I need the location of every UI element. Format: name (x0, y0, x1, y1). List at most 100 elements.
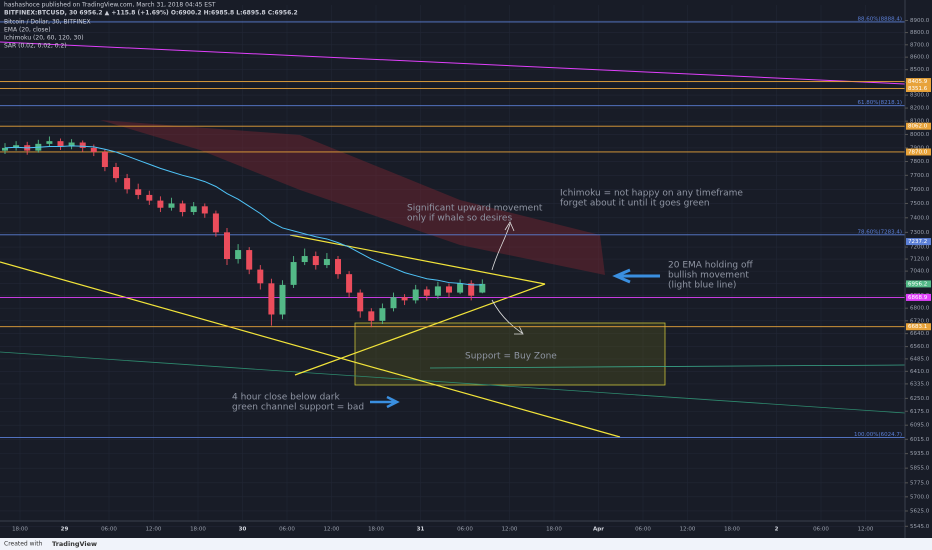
arrow-right (370, 395, 400, 409)
y-tick-label: 6720.0 (910, 318, 930, 324)
candle-body (179, 203, 186, 213)
y-tick-label: 6095.0 (910, 423, 930, 429)
candle-body (168, 203, 175, 208)
price-badge (906, 293, 931, 301)
ema-line (4, 145, 483, 286)
ichimoku-cloud (100, 120, 605, 275)
y-tick-label: 8700.0 (910, 42, 930, 48)
y-tick-label: 7040.0 (910, 269, 930, 275)
chart-title: Bitcoin / Dollar, 30, BITFINEX (4, 19, 91, 26)
x-tick-label: 06:00 (635, 527, 651, 533)
candle-body (368, 311, 375, 321)
y-tick-label: 7400.0 (910, 215, 930, 221)
y-tick-label: 5775.0 (910, 480, 930, 486)
author: hashashoce published on TradingView.com,… (4, 2, 216, 9)
x-tick-label: 12:00 (324, 527, 340, 533)
y-tick-label: 5625.0 (910, 508, 930, 514)
x-tick-label: 18:00 (190, 527, 206, 533)
annotation: Ichimoku = not happy on any timeframe (560, 189, 743, 199)
candle-body (13, 145, 20, 148)
buy-zone (354, 322, 666, 386)
level-label: 61.80%(8218.1) (857, 100, 902, 106)
price-badge-label: 6956.2 (908, 281, 927, 287)
y-tick-label: 7600.0 (910, 187, 930, 193)
candle-body (357, 292, 364, 312)
y-tick-label: 6175.0 (910, 409, 930, 415)
y-tick-label: 8100.0 (910, 119, 930, 125)
candle-body (190, 206, 197, 213)
price-badge (906, 84, 931, 92)
x-tick-label: 31 (417, 527, 425, 533)
grid (0, 5, 905, 527)
candle-body (90, 147, 97, 152)
price-badge (906, 122, 931, 130)
candle-body (157, 200, 164, 208)
candle-body (268, 283, 275, 315)
candle-body (446, 286, 452, 293)
y-tick-label: 8500.0 (910, 67, 930, 73)
annotation: 4 hour close below dark (232, 393, 341, 403)
candle-body (235, 250, 242, 260)
level-label: 78.60%(7283.4) (857, 229, 902, 235)
y-tick-label: 8900.0 (910, 18, 930, 24)
channel-line (429, 364, 906, 369)
candle-body (2, 147, 8, 151)
candle-body (212, 213, 219, 233)
candle-body (390, 297, 397, 309)
candle-body (68, 142, 75, 147)
y-tick-label: 6335.0 (910, 381, 930, 387)
candle-body (301, 256, 308, 263)
candle-body (57, 141, 64, 147)
y-tick-label: 5545.0 (910, 524, 930, 530)
annotation: Significant upward movement (407, 204, 543, 214)
price-badge-label: 7870.0 (908, 149, 928, 155)
candle-body (101, 151, 108, 168)
y-tick-label: 5935.0 (910, 451, 930, 457)
x-tick-label: 12:00 (680, 527, 696, 533)
candle-body (113, 167, 119, 179)
x-tick-label: 12:00 (502, 527, 518, 533)
footer-brand: TradingView (52, 540, 97, 548)
price-badge (906, 323, 931, 331)
indicator: EMA (20, close) (4, 27, 51, 34)
x-tick-label: 18:00 (546, 527, 562, 533)
x-tick-label: 12:00 (858, 527, 874, 533)
candle-body (224, 232, 230, 260)
triangle-line (289, 234, 546, 285)
x-tick-label: 18:00 (12, 527, 28, 533)
axes: 8900.08800.08700.08600.08500.08400.08300… (12, 18, 931, 533)
footer-bar (0, 538, 932, 550)
candle-body (423, 289, 430, 296)
annotation: 20 EMA holding off (668, 261, 753, 271)
y-tick-label: 7120.0 (910, 257, 930, 263)
candle-body (246, 250, 253, 270)
candle-body (146, 194, 153, 201)
indicator: Ichimoku (20, 60, 120, 30) (4, 35, 84, 42)
y-tick-label: 8300.0 (910, 93, 930, 99)
candle-body (312, 256, 319, 266)
y-tick-label: 8000.0 (910, 132, 930, 138)
price-badge (906, 238, 931, 246)
candle-body (201, 206, 208, 214)
candle-body (346, 274, 353, 293)
x-tick-label: 18:00 (724, 527, 740, 533)
candle-body (290, 262, 297, 285)
candle-body (434, 286, 441, 296)
y-tick-label: 5855.0 (910, 466, 930, 472)
candle-body (479, 283, 486, 293)
symbol: BITFINEX:BTCUSD, 30 6956.2 ▲ +115.8 (+1.… (4, 10, 298, 17)
candle-body (279, 284, 286, 315)
triangle-line (294, 283, 546, 376)
x-tick-label: 06:00 (813, 527, 829, 533)
y-tick-label: 7700.0 (910, 173, 930, 179)
candle-body (457, 283, 464, 293)
annotation: bullish movement (668, 271, 749, 281)
candle-body (79, 142, 86, 148)
level-label: 100.00%(6024.7) (854, 432, 902, 438)
x-tick-label: 29 (61, 527, 69, 533)
trend-line (0, 41, 906, 85)
arrow-down (491, 299, 524, 335)
